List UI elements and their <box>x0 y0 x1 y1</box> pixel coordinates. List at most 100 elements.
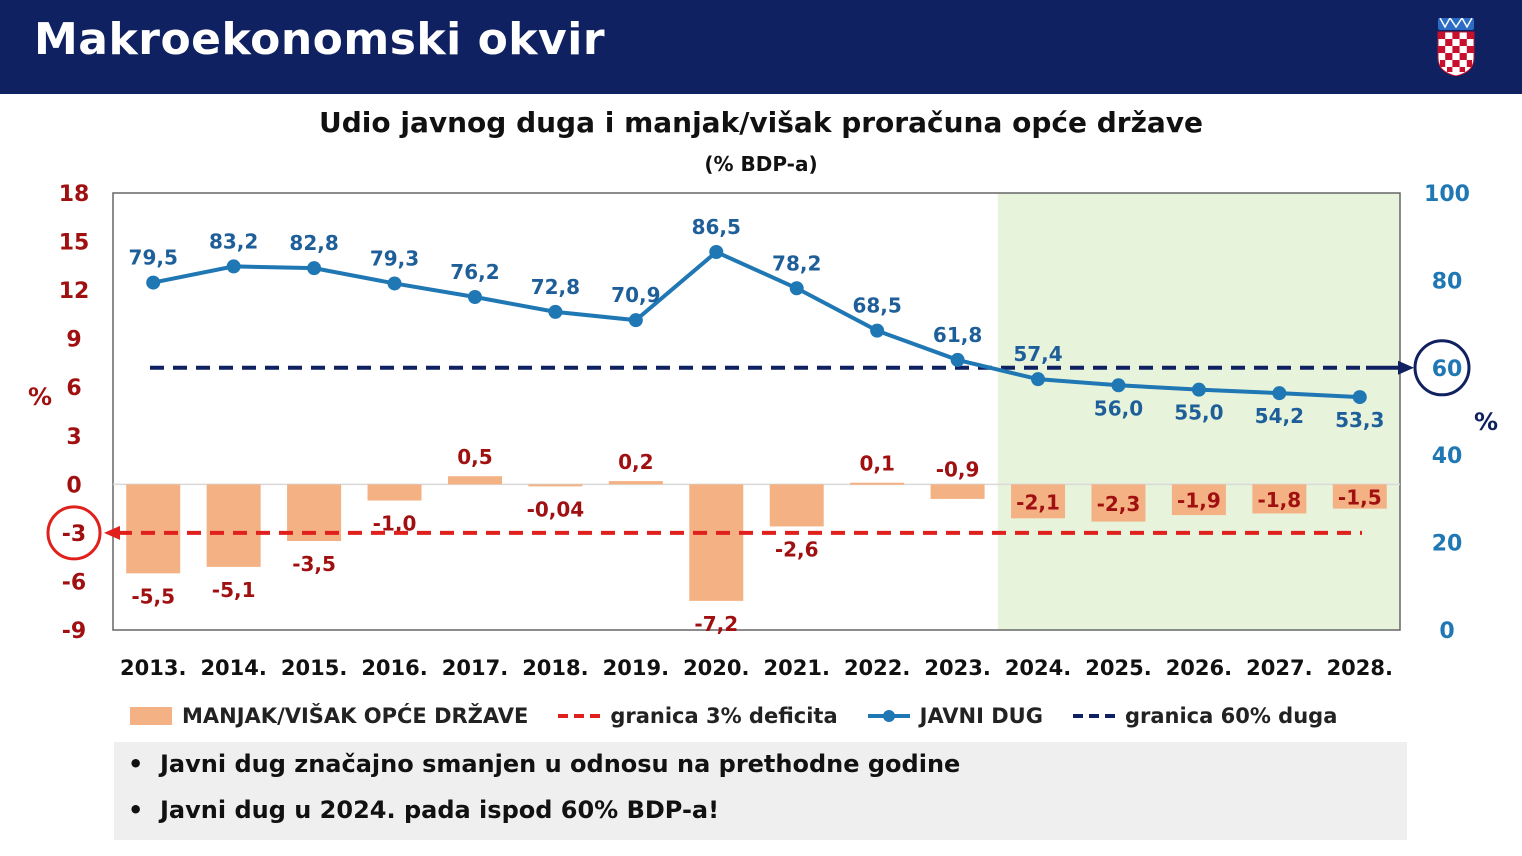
bar-data-label: -7,2 <box>694 612 738 636</box>
highlight-circle-debt <box>1413 339 1471 397</box>
x-tick-label: 2026. <box>1166 656 1232 680</box>
y-right-axis-label: % <box>1474 408 1498 436</box>
note-text: Javni dug značajno smanjen u odnosu na p… <box>160 750 961 778</box>
deficit-bar <box>769 484 824 527</box>
forecast-shading <box>997 193 1400 630</box>
debt-data-label: 55,0 <box>1174 401 1223 425</box>
deficit-bar <box>1171 484 1226 516</box>
y-right-tick: 100 <box>1424 182 1470 207</box>
debt-data-label: 70,9 <box>611 283 660 307</box>
x-tick-label: 2020. <box>683 656 749 680</box>
legend-dashed-navy-line <box>1072 714 1115 718</box>
y-right-tick: 60 <box>1432 357 1463 382</box>
deficit-bar <box>930 484 985 499</box>
legend-label-debt: JAVNI DUG <box>919 704 1043 728</box>
legend-label-bars: MANJAK/VIŠAK OPĆE DRŽAVE <box>182 704 529 728</box>
debt-point <box>387 276 402 291</box>
bar-data-label: -3,5 <box>292 552 336 576</box>
highlight-circle-deficit <box>46 505 102 561</box>
y-right-tick: 0 <box>1439 619 1454 644</box>
deficit-bar <box>126 484 181 574</box>
debt-deficit-chart: 18 15 12 9 6 3 0 -3 -6 -9% 100 80 60 40 20 0% 2013. 2014.… <box>28 182 1498 680</box>
debt-limit-arrow <box>1398 360 1414 375</box>
y-left-tick: 18 <box>59 182 90 207</box>
bar-data-label: -2,1 <box>1016 490 1060 514</box>
x-tick-label: 2017. <box>442 656 508 680</box>
deficit-bar <box>528 484 583 487</box>
deficit-bar <box>689 484 744 601</box>
y-right-tick: 40 <box>1432 444 1463 469</box>
legend-label-debt-limit: granica 60% duga <box>1124 704 1338 728</box>
y-left-tick: -9 <box>62 619 86 644</box>
x-tick-label: 2018. <box>522 656 588 680</box>
deficit-bar <box>850 482 905 485</box>
note-item: • Javni dug značajno smanjen u odnosu na… <box>128 750 960 778</box>
note-item: • Javni dug u 2024. pada ispod 60% BDP-a… <box>128 796 719 824</box>
x-tick-label: 2019. <box>603 656 669 680</box>
debt-series-line <box>152 249 1360 400</box>
y-left-tick: 0 <box>66 473 81 498</box>
x-tick-label: 2028. <box>1327 656 1393 680</box>
x-tick-label: 2025. <box>1085 656 1151 680</box>
debt-data-label: 61,8 <box>933 323 982 347</box>
deficit-bar <box>608 481 663 485</box>
debt-point <box>226 259 241 274</box>
deficit-bar <box>367 484 422 501</box>
x-tick-label: 2013. <box>120 656 186 680</box>
deficit-bar <box>1011 484 1066 519</box>
legend-debt-line-marker <box>867 710 910 722</box>
y-left-tick: 9 <box>66 328 81 353</box>
debt-data-label: 78,2 <box>772 251 821 275</box>
y-left-tick: 3 <box>66 425 81 450</box>
debt-point <box>467 290 482 305</box>
bar-data-label: -2,3 <box>1097 492 1141 516</box>
note-text: Javni dug u 2024. pada ispod 60% BDP-a! <box>160 796 720 824</box>
x-tick-label: 2014. <box>200 656 266 680</box>
y-left-tick: 12 <box>59 279 90 304</box>
y-left-tick: 15 <box>59 231 90 256</box>
debt-data-label: 79,5 <box>129 246 178 270</box>
legend-item-deficit-limit: granica 3% deficita <box>556 704 838 728</box>
deficit-limit-arrow <box>104 525 120 540</box>
bar-data-label: -1,9 <box>1177 489 1221 513</box>
legend-item-bars: MANJAK/VIŠAK OPĆE DRŽAVE <box>130 704 528 728</box>
y-left-tick: 6 <box>66 376 81 401</box>
bar-data-label: -5,1 <box>212 578 256 602</box>
debt-data-label: 57,4 <box>1013 342 1062 366</box>
bar-data-label: -5,5 <box>131 584 175 608</box>
deficit-bar <box>1252 484 1307 514</box>
debt-point <box>1272 386 1287 401</box>
x-tick-label: 2015. <box>281 656 347 680</box>
debt-data-label: 79,3 <box>370 246 419 270</box>
debt-point <box>628 313 643 328</box>
debt-data-label: 56,0 <box>1094 396 1143 420</box>
debt-data-label: 86,5 <box>692 215 741 239</box>
debt-point <box>1031 372 1046 387</box>
page-title: Makroekonomski okvir <box>34 14 606 65</box>
chart-title: Udio javnog duga i manjak/višak proračun… <box>319 106 1203 139</box>
debt-point <box>789 281 804 296</box>
debt-point <box>548 304 563 319</box>
deficit-bar <box>447 476 502 485</box>
chart-subtitle: (% BDP-a) <box>704 152 818 176</box>
debt-data-label: 68,5 <box>852 294 901 318</box>
bar-data-label: -1,5 <box>1338 485 1382 509</box>
debt-data-label: 83,2 <box>209 229 258 253</box>
legend-item-debt: JAVNI DUG <box>866 704 1043 728</box>
debt-point <box>709 244 724 259</box>
deficit-bar <box>1091 484 1146 522</box>
debt-point <box>950 352 965 367</box>
bar-data-label: -0,9 <box>936 457 980 481</box>
y-left-axis-label: % <box>28 383 52 411</box>
x-tick-label: 2021. <box>764 656 830 680</box>
debt-data-label: 53,3 <box>1335 408 1384 432</box>
legend-item-debt-limit: granica 60% duga <box>1071 704 1337 728</box>
debt-data-label: 72,8 <box>531 275 580 299</box>
debt-point <box>1111 378 1126 393</box>
bullet: • <box>128 750 144 778</box>
bar-data-label: -0,04 <box>527 497 585 521</box>
bullet: • <box>128 796 144 824</box>
bar-data-label: 0,5 <box>457 445 492 469</box>
croatian-coat-of-arms-icon <box>1437 18 1475 76</box>
deficit-bar <box>206 484 261 567</box>
